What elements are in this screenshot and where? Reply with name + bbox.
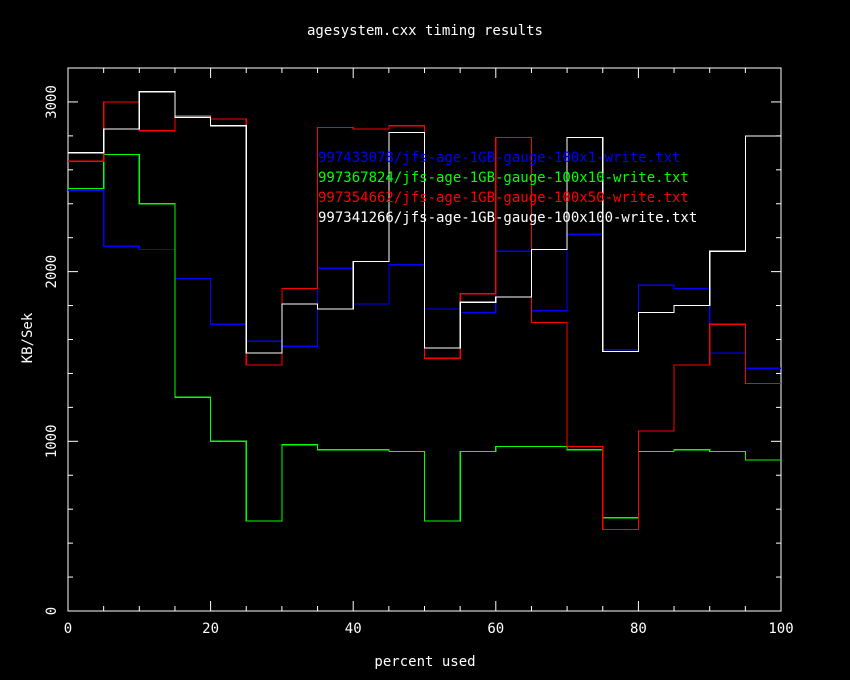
y-tick-label: 2000: [44, 255, 60, 289]
x-tick-label: 80: [630, 621, 647, 637]
legend: 997433078/jfs-age-1GB-gauge-100x1-write.…: [318, 150, 697, 226]
series-line-2: [68, 153, 781, 522]
x-tick-label: 60: [487, 621, 504, 637]
series-lines: [68, 91, 781, 531]
y-tick-label: 0: [44, 607, 60, 615]
series-line-4: [68, 91, 781, 354]
x-tick-label: 20: [202, 621, 219, 637]
x-tick-label: 40: [345, 621, 362, 637]
legend-entry-2: 997367824/jfs-age-1GB-gauge-100x10-write…: [318, 170, 689, 186]
legend-entry-4: 997341266/jfs-age-1GB-gauge-100x100-writ…: [318, 210, 697, 226]
legend-entry-3: 997354662/jfs-age-1GB-gauge-100x50-write…: [318, 190, 689, 206]
legend-entry-1: 997433078/jfs-age-1GB-gauge-100x1-write.…: [318, 150, 680, 166]
chart-title: agesystem.cxx timing results: [307, 23, 543, 39]
y-tick-label: 1000: [44, 424, 60, 458]
axis-ticks: [67, 67, 782, 612]
x-axis-label: percent used: [374, 654, 475, 670]
y-axis-label: KB/Sek: [20, 312, 36, 363]
y-tick-label: 3000: [44, 85, 60, 119]
x-tick-label: 0: [64, 621, 72, 637]
x-tick-label: 100: [768, 621, 793, 637]
